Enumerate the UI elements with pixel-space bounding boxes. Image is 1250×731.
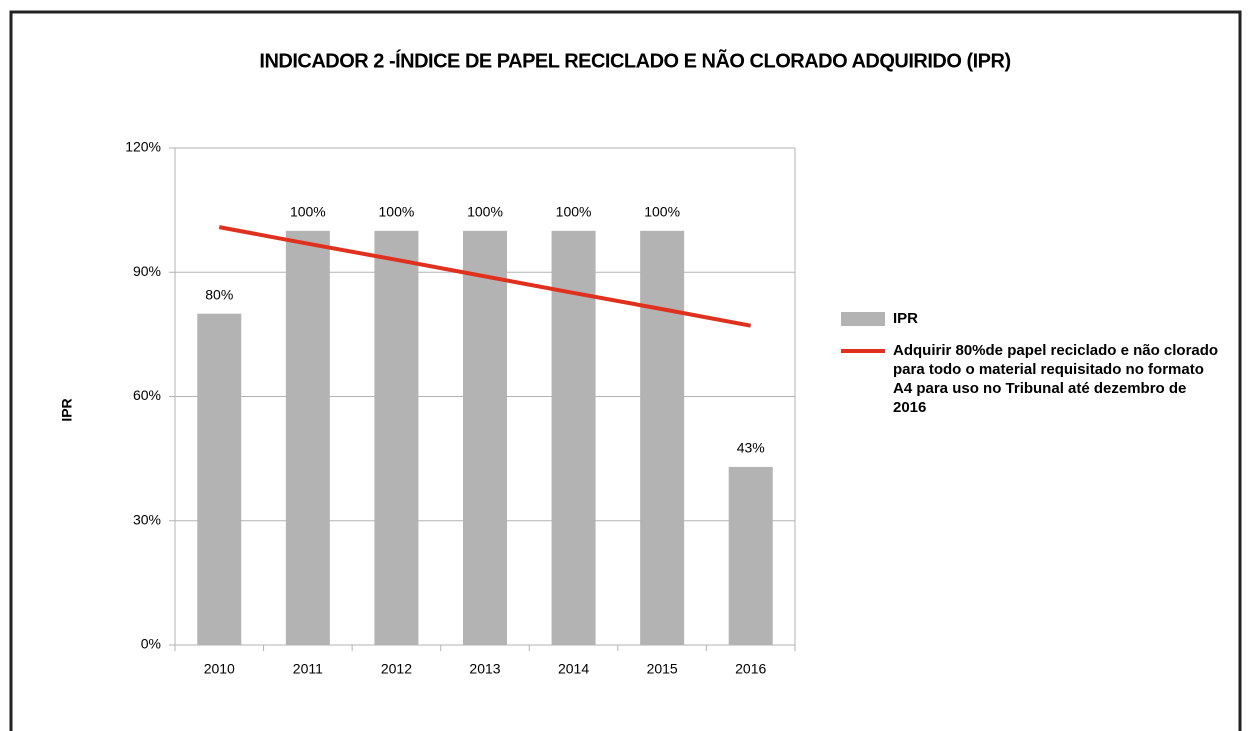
legend-label: Adquirir 80%de papel reciclado e não clo… [893, 342, 1219, 416]
data-label: 100% [467, 204, 503, 220]
frame [9, 10, 1242, 731]
data-label: 100% [290, 204, 326, 220]
bar [640, 230, 685, 646]
data-label: 100% [644, 204, 680, 220]
y-tick-label: 120% [125, 139, 161, 155]
bar [551, 230, 596, 646]
y-tick-label: 0% [141, 636, 161, 652]
y-axis-label: IPR [59, 398, 75, 421]
y-tick-label: 60% [133, 387, 161, 403]
legend-label: IPR [893, 310, 919, 327]
bar [463, 230, 507, 646]
bar [285, 230, 330, 646]
x-tick-label: 2015 [647, 661, 678, 677]
chart-title: INDICADOR 2 -ÍNDICE DE PAPEL RECICLADO E… [259, 49, 1010, 72]
y-tick-label: 30% [133, 511, 161, 527]
x-tick-label: 2011 [293, 661, 323, 677]
data-label: 43% [737, 440, 765, 456]
legend-swatch [841, 312, 885, 326]
bar [374, 230, 419, 646]
data-label: 100% [556, 204, 592, 220]
y-tick-label: 90% [133, 263, 161, 279]
bar [197, 313, 242, 645]
bar [728, 466, 773, 645]
line [218, 225, 752, 328]
data-label: 100% [379, 204, 415, 220]
x-tick-label: 2016 [735, 661, 766, 677]
x-tick-label: 2013 [469, 661, 500, 677]
x-tick-label: 2010 [204, 661, 235, 677]
x-tick-label: 2014 [558, 661, 589, 677]
x-tick-label: 2012 [381, 661, 412, 677]
data-label: 80% [205, 286, 233, 302]
